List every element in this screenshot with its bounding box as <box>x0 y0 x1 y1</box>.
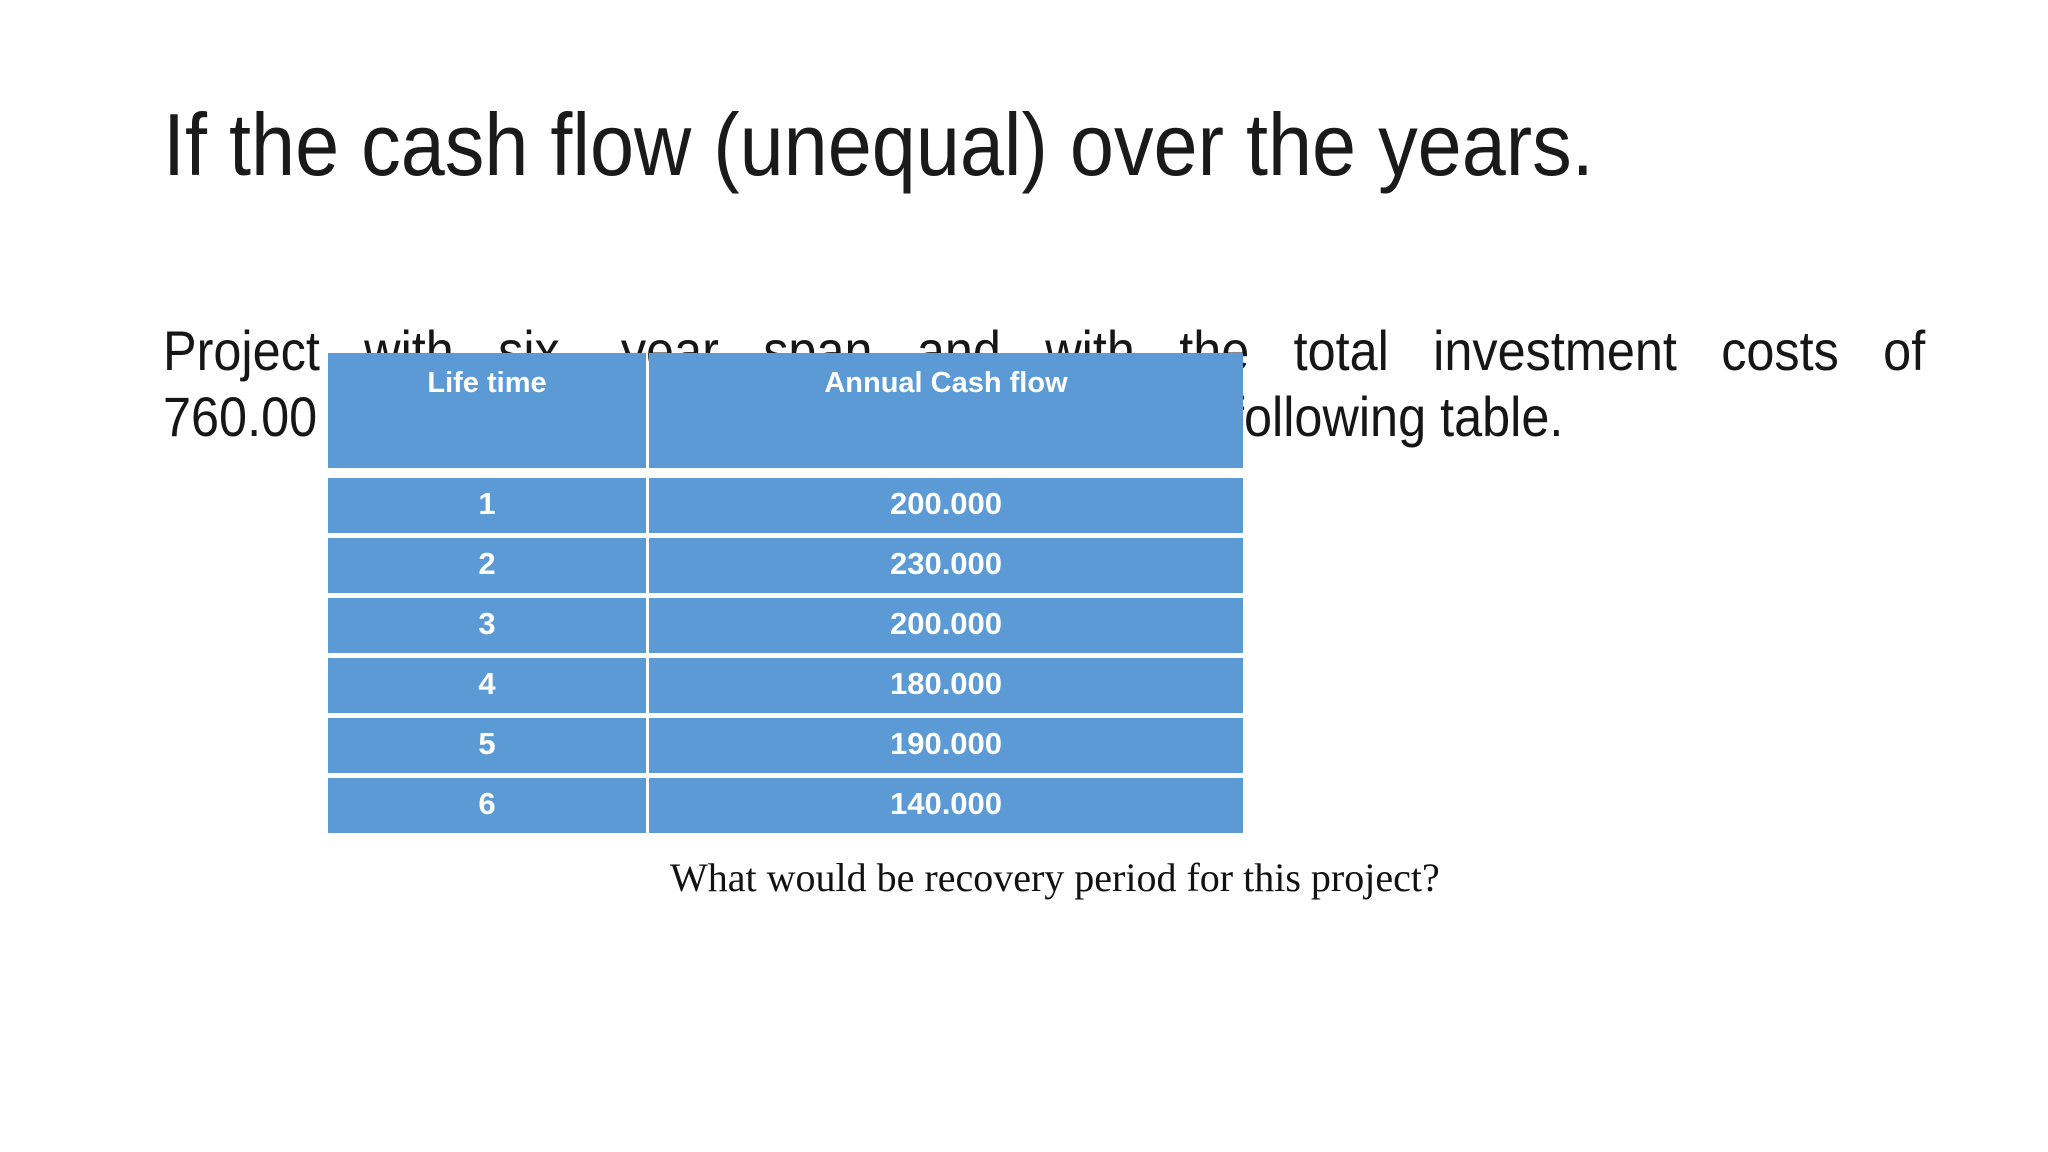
paragraph-line2-left-fragment: 760.00 <box>163 385 318 448</box>
cash-flow-table: Life time Annual Cash flow 1 200.000 2 2… <box>328 353 1243 838</box>
slide-title: If the cash flow (unequal) over the year… <box>163 95 1594 194</box>
table-row: 4 180.000 <box>328 658 1243 713</box>
cashflow-cell: 230.000 <box>649 538 1243 593</box>
cashflow-header-cell: Annual Cash flow <box>649 353 1243 468</box>
lifetime-cell: 5 <box>328 718 646 773</box>
cashflow-cell: 200.000 <box>649 598 1243 653</box>
table-row: 6 140.000 <box>328 778 1243 833</box>
table-row: 3 200.000 <box>328 598 1243 653</box>
table-row: 2 230.000 <box>328 538 1243 593</box>
cashflow-cell: 180.000 <box>649 658 1243 713</box>
cashflow-cell: 190.000 <box>649 718 1243 773</box>
lifetime-cell: 1 <box>328 478 646 533</box>
question-text: What would be recovery period for this p… <box>670 855 1440 900</box>
cashflow-cell: 200.000 <box>649 478 1243 533</box>
paragraph-line2-right-fragment: following table. <box>1230 385 1564 448</box>
table-header-row: Life time Annual Cash flow <box>328 353 1243 468</box>
table-row: 1 200.000 <box>328 478 1243 533</box>
cashflow-cell: 140.000 <box>649 778 1243 833</box>
lifetime-cell: 3 <box>328 598 646 653</box>
lifetime-cell: 6 <box>328 778 646 833</box>
lifetime-cell: 2 <box>328 538 646 593</box>
table-row: 5 190.000 <box>328 718 1243 773</box>
lifetime-header-cell: Life time <box>328 353 646 468</box>
lifetime-cell: 4 <box>328 658 646 713</box>
